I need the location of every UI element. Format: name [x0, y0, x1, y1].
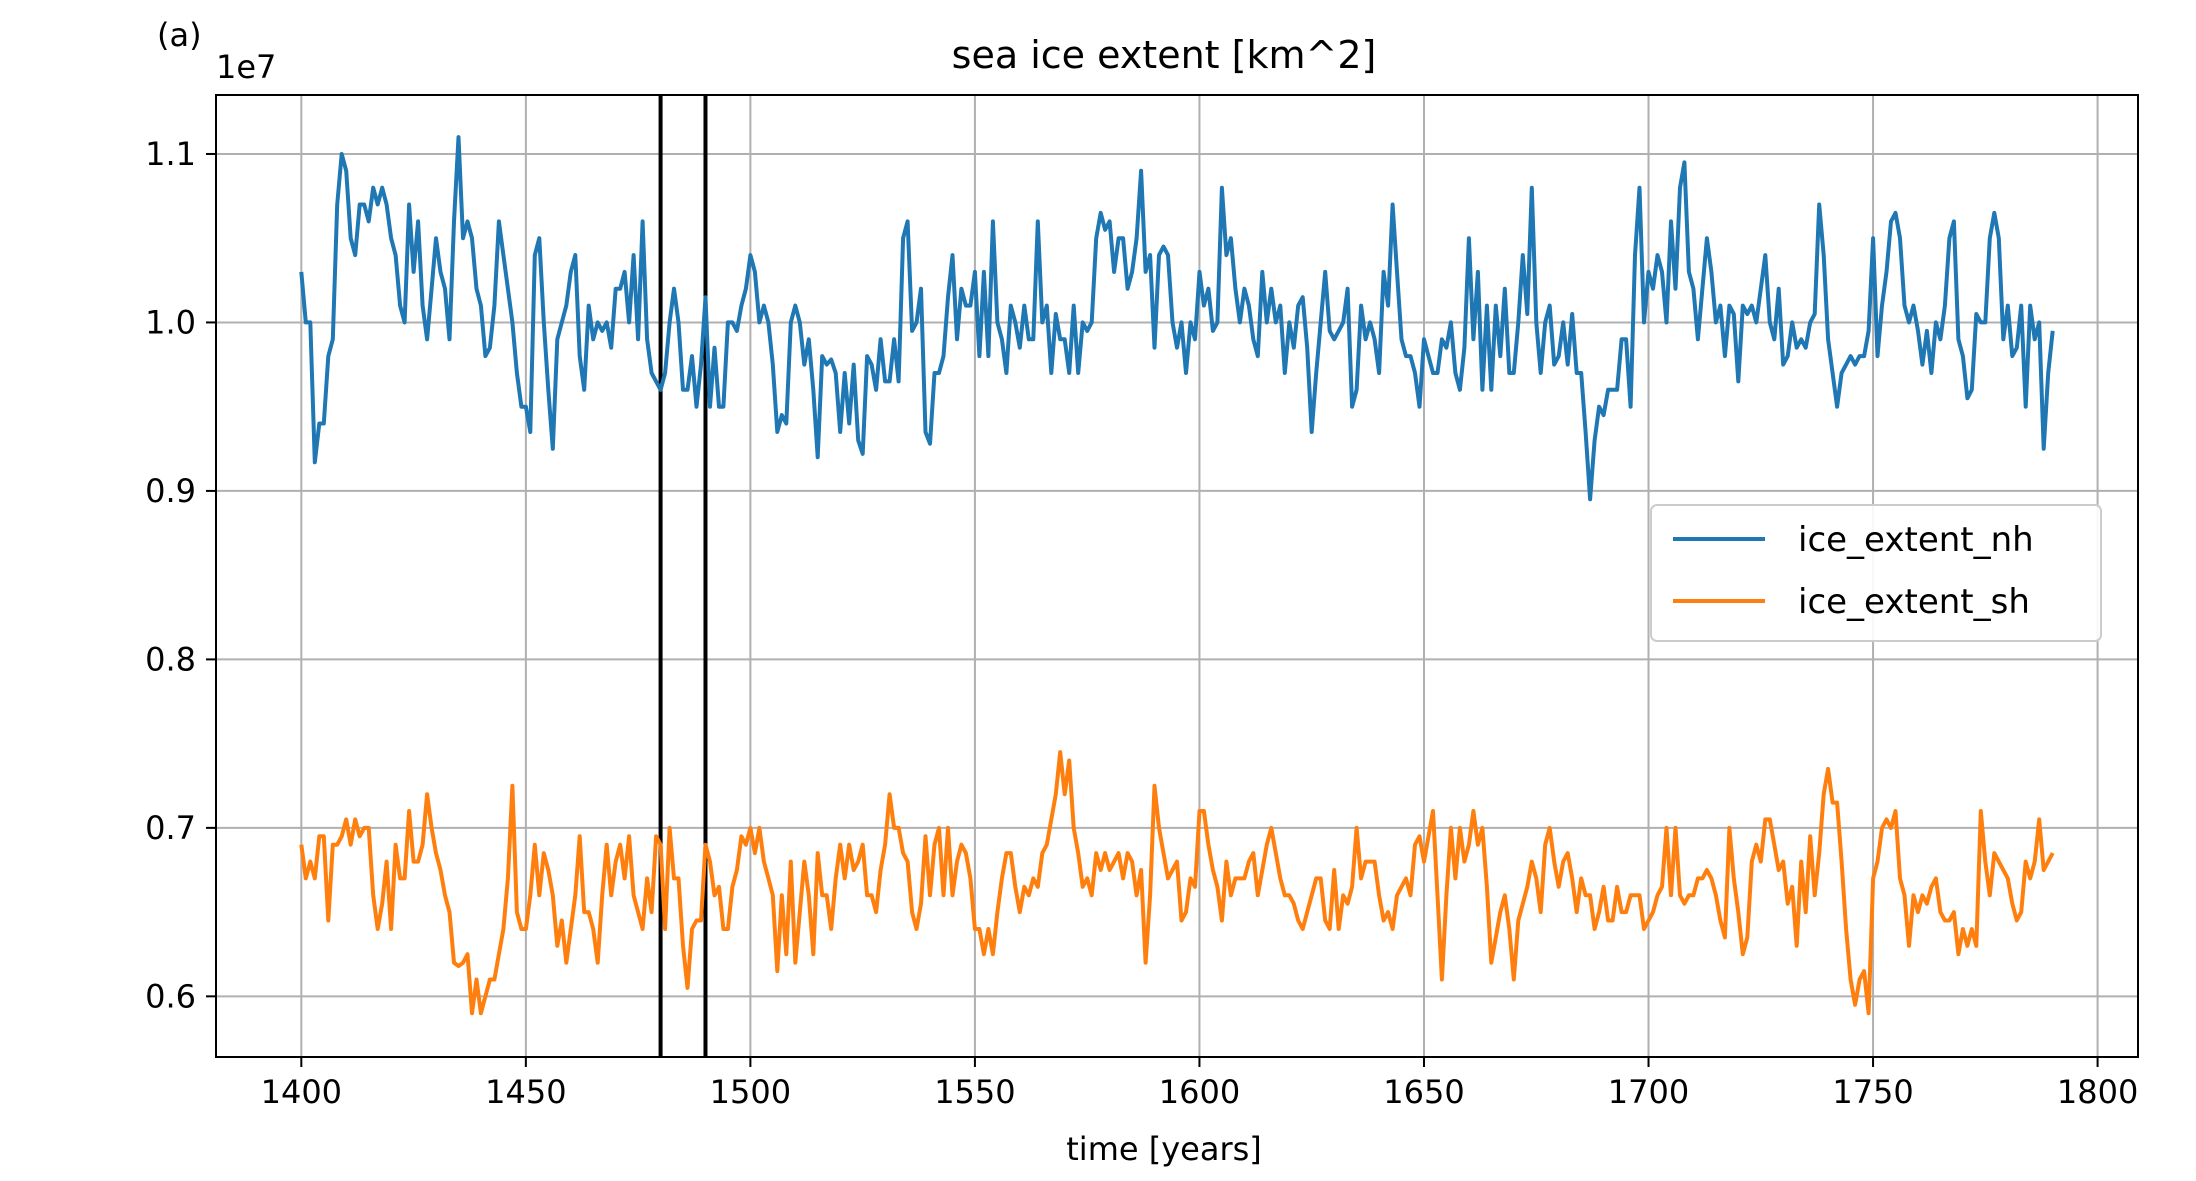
x-tick-label: 1800: [2057, 1073, 2138, 1111]
x-tick-label: 1400: [261, 1073, 342, 1111]
x-tick-label: 1600: [1159, 1073, 1240, 1111]
y-tick-label: 0.7: [145, 809, 196, 847]
x-tick-label: 1650: [1383, 1073, 1464, 1111]
series-layer: [299, 135, 2055, 1016]
series-line-ice-extent-sh: [299, 750, 2055, 1016]
legend-label-ice-extent-nh: ice_extent_nh: [1798, 520, 2034, 560]
y-tick-label: 1.1: [145, 135, 196, 173]
vertical-marker-lines: [658, 95, 708, 1057]
y-axis-ticks: 0.6 0.7 0.8 0.9 1.0 1.1: [145, 135, 216, 1015]
x-tick-label: 1550: [934, 1073, 1015, 1111]
x-tick-label: 1750: [1832, 1073, 1913, 1111]
legend: ice_extent_nh ice_extent_sh: [1650, 504, 2102, 642]
legend-label-ice-extent-sh: ice_extent_sh: [1798, 582, 2030, 622]
y-tick-label: 0.9: [145, 472, 196, 510]
x-tick-label: 1450: [485, 1073, 566, 1111]
x-axis-ticks: 1400 1450 1500 1550 1600 1650 1700 1750 1800: [261, 1057, 2138, 1111]
y-offset-label: 1e7: [216, 48, 276, 86]
y-tick-label: 0.8: [145, 640, 196, 678]
panel-label: (a): [157, 16, 202, 54]
chart-title: sea ice extent [km^2]: [952, 33, 1377, 77]
x-tick-label: 1500: [710, 1073, 791, 1111]
x-axis-label: time [years]: [1066, 1130, 1262, 1168]
x-tick-label: 1700: [1608, 1073, 1689, 1111]
y-tick-label: 1.0: [145, 303, 196, 341]
plot-area-frame: [215, 94, 2139, 1058]
y-tick-label: 0.6: [145, 977, 196, 1015]
series-line-ice-extent-nh: [299, 135, 2055, 502]
